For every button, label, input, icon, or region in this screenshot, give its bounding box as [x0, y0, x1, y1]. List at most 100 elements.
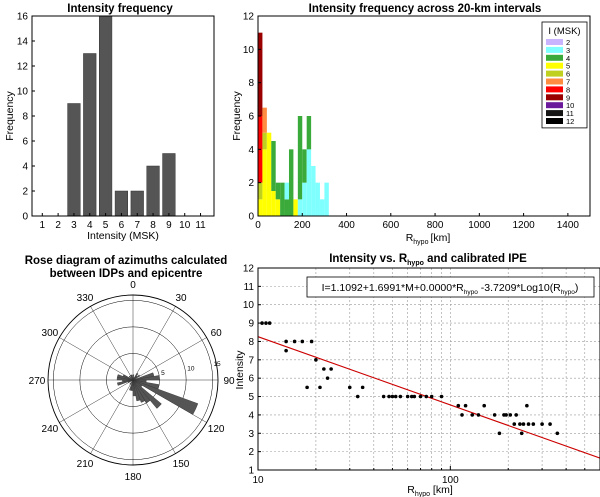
rose-angle-label: 150: [173, 459, 190, 470]
data-point: [540, 422, 544, 426]
data-point: [512, 422, 517, 426]
legend-swatch-11: [546, 110, 563, 117]
chart1-xlabel: Intensity (MSK): [87, 230, 159, 242]
y-tick-label: 11: [244, 282, 255, 293]
legend-label-3: 3: [566, 46, 570, 55]
stack-segment-I3: [302, 182, 307, 216]
x-tick-label: 600: [382, 220, 399, 231]
legend-swatch-10: [546, 102, 563, 109]
rose-angle-label: 240: [42, 424, 59, 435]
x-tick-label: 10: [252, 475, 264, 486]
rose-angle-label: 330: [77, 293, 94, 304]
data-point: [460, 413, 464, 417]
rose-angle-label: 120: [208, 424, 225, 435]
rose-sector-115: [132, 379, 199, 415]
legend-label-9: 9: [566, 93, 570, 102]
y-tick-label: 3: [248, 429, 254, 440]
data-point: [492, 413, 497, 417]
rose-sector-145: [132, 379, 151, 404]
data-point: [497, 431, 502, 436]
y-tick-label: 8: [22, 112, 28, 123]
equation-box: [306, 276, 595, 298]
rose-angle-label: 60: [211, 328, 223, 339]
stack-segment-I5: [266, 132, 272, 216]
data-point: [260, 321, 264, 325]
data-point: [284, 339, 288, 344]
data-point: [309, 339, 314, 344]
rose-sector-155: [132, 379, 146, 403]
stack-segment-I3: [319, 199, 325, 216]
x-tick-label: 1: [40, 220, 46, 231]
data-point: [418, 394, 423, 399]
rose-sector-195: [129, 379, 134, 391]
x-tick-label: 10: [179, 220, 191, 231]
data-point: [521, 422, 526, 426]
y-tick-label: 2: [22, 187, 28, 198]
rose-sector-175: [132, 379, 136, 397]
x-tick-label: 11: [195, 220, 206, 231]
stack-segment-I6: [258, 182, 263, 200]
x-tick-label: 1000: [468, 220, 491, 231]
rose-spoke: [90, 306, 134, 381]
chart4-title: Intensity vs. Rhypo and calibrated IPE: [329, 253, 527, 267]
stack-segment-I5: [262, 149, 267, 216]
y-tick-label: 16: [17, 12, 29, 23]
rose-angle-label: 0: [130, 280, 136, 291]
stack-segment-I3: [311, 166, 316, 216]
data-point: [325, 376, 330, 380]
y-tick-label: 14: [17, 37, 29, 48]
y-tick-label: 2: [248, 447, 254, 458]
data-point: [470, 413, 475, 417]
chart3-subtitle: between IDPs and epicentre: [50, 268, 203, 280]
x-tick-label: 800: [427, 220, 444, 231]
data-point: [314, 358, 318, 362]
rose-radial-label: 5: [161, 370, 165, 377]
data-point: [526, 422, 531, 426]
rose-spoke: [59, 379, 134, 423]
rose-spoke: [90, 379, 134, 454]
legend-label-12: 12: [566, 117, 574, 126]
y-tick-label: 4: [248, 145, 254, 156]
legend-label-10: 10: [566, 101, 574, 110]
data-point: [412, 394, 417, 399]
y-tick-label: 6: [248, 374, 254, 385]
stack-segment-I3: [284, 182, 289, 200]
data-point: [424, 394, 429, 399]
data-point: [300, 339, 305, 344]
y-tick-label: 0: [22, 212, 28, 223]
rose-spoke: [132, 306, 176, 381]
data-point: [318, 385, 322, 390]
y-tick-label: 2: [248, 178, 254, 189]
data-point: [329, 367, 333, 371]
x-tick-label: 200: [294, 220, 311, 231]
legend-swatch-3: [546, 46, 563, 53]
stack-segment-I7: [262, 107, 267, 133]
rose-sector-255: [117, 379, 134, 386]
stack-segment-I5: [293, 199, 298, 216]
x-tick-label: 1200: [512, 220, 535, 231]
x-tick-label: 6: [119, 220, 125, 231]
y-tick-label: 9: [248, 319, 254, 330]
legend-swatch-6: [546, 70, 563, 77]
stack-segment-I9: [258, 32, 263, 116]
legend-swatch-2: [546, 39, 563, 45]
rose-sector-315: [128, 375, 134, 381]
stack-segment-I3: [306, 149, 312, 216]
rose-radial-label: 10: [187, 365, 195, 372]
x-tick-label: 4: [87, 220, 93, 231]
rose-sector-165: [132, 379, 141, 402]
chart4-frame: [257, 267, 600, 471]
chart3-title: Rose diagram of azimuths calculated: [25, 255, 228, 267]
x-tick-label: 1400: [557, 220, 580, 231]
data-point: [482, 403, 487, 408]
data-point: [514, 413, 518, 417]
rose-spoke: [132, 337, 207, 381]
legend-swatch-5: [546, 62, 563, 69]
y-tick-label: 4: [22, 162, 28, 173]
data-point: [476, 413, 481, 417]
data-point: [463, 403, 468, 408]
data-point: [322, 367, 326, 371]
